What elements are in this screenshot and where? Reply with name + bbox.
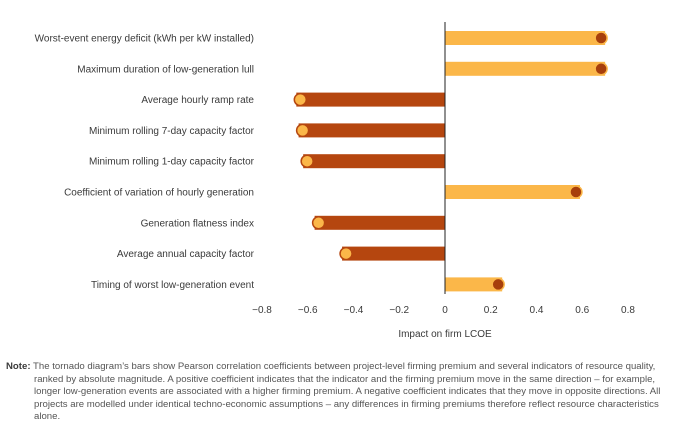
note-text: The tornado diagram’s bars show Pearson …: [33, 361, 661, 423]
bar-5: [303, 154, 445, 169]
bar-marker-8: [339, 246, 353, 261]
x-tick-label: 0.8: [621, 305, 635, 316]
bar-marker-4: [295, 123, 310, 138]
bar-7: [314, 215, 445, 230]
x-tick-label: −0.2: [389, 305, 409, 316]
chart-note: Note: The tornado diagram’s bars show Pe…: [6, 361, 666, 424]
bars-group: [296, 31, 606, 292]
category-labels-group: Worst-event energy deficit (kWh per kW i…: [35, 34, 255, 291]
category-label-2: Maximum duration of low-generation lull: [77, 64, 254, 75]
bar-4: [298, 123, 445, 138]
category-label-3: Average hourly ramp rate: [141, 95, 254, 106]
bar-8: [342, 246, 445, 261]
note-label: Note:: [6, 361, 31, 372]
category-label-1: Worst-event energy deficit (kWh per kW i…: [35, 34, 254, 45]
category-label-6: Coefficient of variation of hourly gener…: [64, 188, 254, 199]
bar-1: [445, 31, 606, 45]
markers-group: [293, 31, 608, 292]
category-label-4: Minimum rolling 7-day capacity factor: [89, 126, 255, 137]
category-label-7: Generation flatness index: [141, 218, 254, 229]
x-tick-labels-group: −0.8 −0.6 −0.4 −0.2 0 0.2 0.4 0.6 0.8: [252, 305, 635, 316]
category-label-8: Average annual capacity factor: [117, 249, 255, 260]
bar-marker-1: [594, 31, 608, 45]
bar-marker-5: [300, 154, 314, 168]
bar-6: [445, 185, 580, 199]
category-label-9: Timing of worst low-generation event: [91, 280, 254, 291]
category-label-5: Minimum rolling 1-day capacity factor: [89, 157, 255, 168]
bar-marker-9: [491, 277, 505, 292]
x-tick-label: 0.6: [575, 305, 589, 316]
tornado-chart: Worst-event energy deficit (kWh per kW i…: [35, 22, 635, 340]
bar-marker-7: [311, 216, 326, 230]
x-tick-label: 0: [442, 305, 448, 316]
x-tick-label: 0.2: [484, 305, 498, 316]
bar-marker-3: [293, 92, 308, 107]
x-tick-label: 0.4: [530, 305, 544, 316]
bar-3: [296, 92, 445, 107]
x-tick-label: −0.4: [344, 305, 364, 316]
x-axis-label: Impact on firm LCOE: [398, 329, 492, 340]
x-tick-label: −0.8: [252, 305, 272, 316]
bar-9: [445, 277, 503, 292]
bar-marker-2: [594, 62, 608, 76]
bar-marker-6: [569, 185, 583, 199]
bar-2: [445, 61, 606, 76]
x-tick-label: −0.6: [298, 305, 318, 316]
